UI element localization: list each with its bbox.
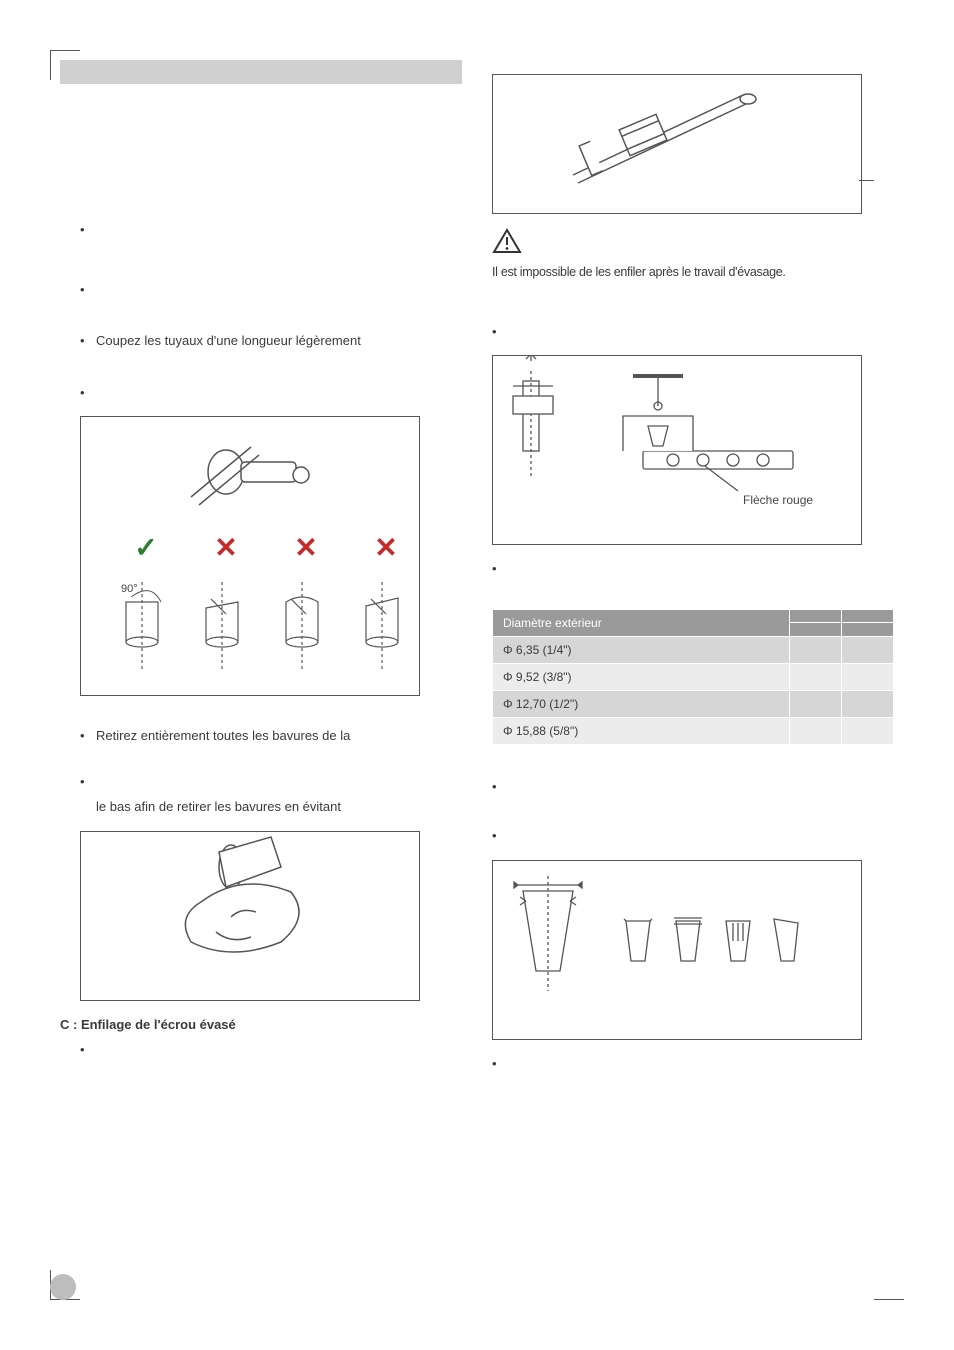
x-icon: ✕ [374,532,397,563]
text: le bas afin de retirer les bavures en év… [96,797,462,817]
crop-mark [50,50,80,80]
bullet: • [80,220,96,240]
th-blank [841,609,893,623]
bullet: • [492,322,508,342]
spec-table: Diamètre extérieur Φ 6,35 (1/4") Φ 9,52 … [492,609,894,745]
check-icon: ✓ [134,532,157,563]
table-row: Φ 12,70 (1/2") [493,690,894,717]
bullet: • [80,1040,96,1060]
figure-pipe-cutting: ✓ ✕ ✕ ✕ 90° [80,416,420,696]
figure-reamer [80,831,420,1001]
bullet: • [492,777,508,797]
th-blank [789,609,841,623]
table-row: Φ 6,35 (1/4") [493,636,894,663]
label-fleche-rouge: Flèche rouge [743,493,813,507]
subheading-c: C : Enfilage de l'écrou évasé [60,1015,462,1035]
bullet: • [492,826,508,846]
text: Retirez entièrement toutes les bavures d… [96,726,350,746]
table-row: Φ 15,88 (5/8") [493,717,894,744]
bullet: • [492,559,508,579]
left-content: • • •Coupez les tuyaux d'une longueur lé… [60,220,462,1060]
th-diameter: Diamètre extérieur [493,609,790,636]
bullet: • [80,726,96,746]
figure-flare-nut [492,74,862,214]
svg-text:90°: 90° [121,583,138,595]
bullet: • [80,772,96,792]
bullet: • [492,1054,508,1074]
table-row: Φ 9,52 (3/8") [493,663,894,690]
section-bar-grey [60,60,462,84]
bullet: • [80,383,96,403]
figure-flare-compare [492,860,862,1040]
th-blank [841,623,893,637]
figure-flaring-tool: Flèche rouge [492,355,862,545]
warning-text: Il est impossible de les enfiler après l… [492,263,894,282]
crop-mark [859,180,874,182]
text: Coupez les tuyaux d'une longueur légèrem… [96,331,361,351]
page-number-dot [50,1274,76,1300]
x-icon: ✕ [294,532,317,563]
crop-mark [874,1298,904,1300]
bullet: • [80,331,96,351]
warning-icon [492,228,894,259]
th-blank [789,623,841,637]
x-icon: ✕ [214,532,237,563]
bullet: • [80,280,96,300]
